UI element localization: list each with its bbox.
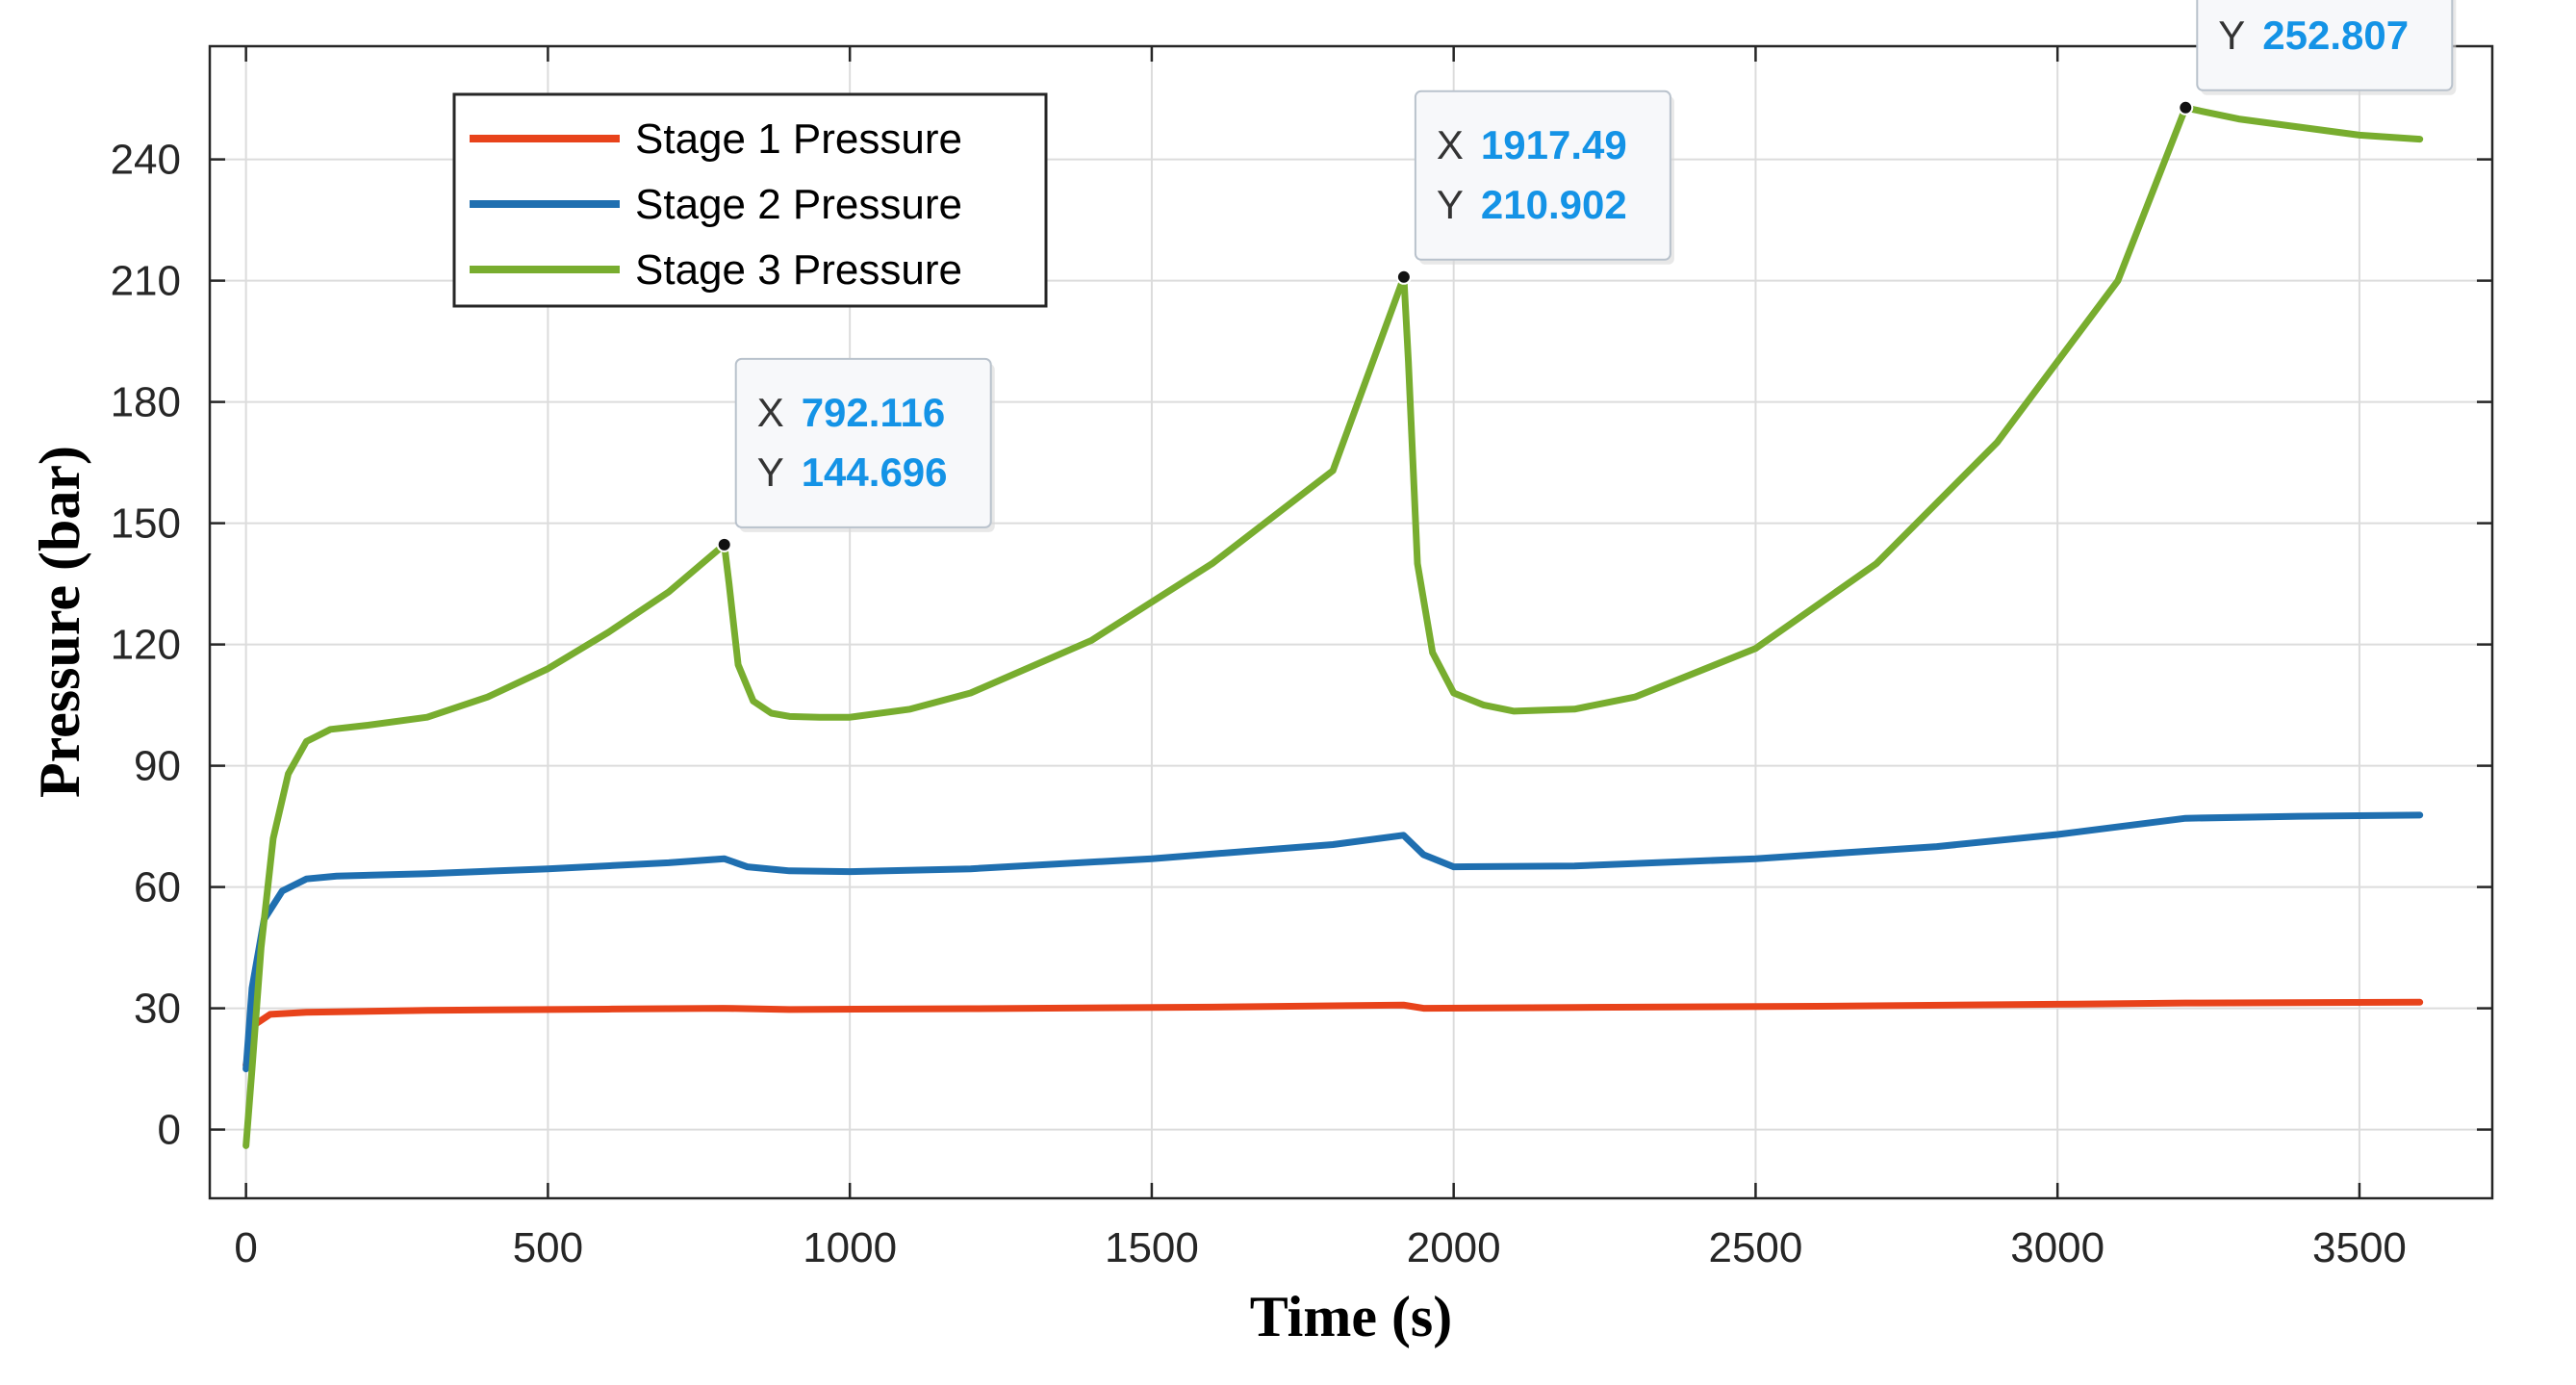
data-tip-marker [2178, 99, 2194, 115]
series-lines [242, 104, 2424, 1149]
data-tip-x-key: X [757, 390, 784, 435]
x-axis-label: Time (s) [1250, 1285, 1453, 1348]
stage-2-pressure-line [242, 811, 2424, 1073]
x-tick-label: 3500 [2312, 1224, 2407, 1271]
y-tick-label: 120 [111, 622, 181, 669]
y-tick-label: 240 [111, 137, 181, 184]
data-tip: X 792.116 Y 144.696 [716, 357, 995, 552]
data-tip: X3212.1Y252.807 [2178, 0, 2457, 115]
data-tip-y-key: Y [2218, 13, 2245, 58]
x-tick-label: 0 [234, 1224, 257, 1271]
data-tip-box [2196, 0, 2454, 91]
legend-label-stage-3-pressure: Stage 3 Pressure [635, 246, 962, 294]
data-tip-marker [716, 536, 732, 552]
x-tick-label: 1000 [803, 1224, 897, 1271]
data-tip-y-key: Y [1437, 182, 1464, 227]
data-tip: X 1917.49 Y 210.902 [1395, 90, 1674, 285]
legend-label-stage-1-pressure: Stage 1 Pressure [635, 115, 962, 163]
axis-ticks: 0 500 1000 1500 2000 2500 3000 3500 0 30 60 90 120 15… [111, 46, 2492, 1271]
x-tick-label: 3000 [2010, 1224, 2104, 1271]
x-tick-label: 2000 [1407, 1224, 1501, 1271]
data-tip-marker [1395, 269, 1412, 285]
x-tick-label: 500 [513, 1224, 583, 1271]
y-tick-label: 0 [158, 1107, 181, 1154]
y-tick-label: 210 [111, 258, 181, 305]
plot-border [208, 44, 2494, 1200]
legend-label-stage-2-pressure: Stage 2 Pressure [635, 181, 962, 228]
data-tip-y-value: 210.902 [1481, 182, 1627, 227]
data-tip-x-key: X [1437, 122, 1464, 167]
x-tick-label: 1500 [1105, 1224, 1199, 1271]
data-tip-x-value: 1917.49 [1481, 122, 1627, 167]
stage-1-pressure-line [242, 998, 2424, 1068]
data-tip-y-value: 144.696 [802, 449, 948, 495]
y-tick-label: 60 [134, 864, 181, 911]
data-tip-y-value: 252.807 [2262, 13, 2409, 58]
legend: Stage 1 Pressure Stage 2 Pressure Stage 3 … [452, 92, 1048, 308]
data-tip-box [734, 357, 992, 528]
data-tips: X792.116Y144.696X1917.49Y210.902X3212.1Y… [716, 0, 2457, 552]
x-tick-label: 2500 [1708, 1224, 1802, 1271]
y-tick-label: 90 [134, 743, 181, 790]
y-tick-label: 150 [111, 500, 181, 548]
stage-3-pressure-line [242, 104, 2424, 1149]
data-tip-x-value: 792.116 [802, 390, 946, 435]
y-axis-label: Pressure (bar) [28, 446, 91, 798]
data-tip-y-key: Y [757, 449, 784, 495]
y-tick-label: 30 [134, 986, 181, 1033]
y-tick-label: 180 [111, 379, 181, 426]
data-tip-box [1414, 90, 1671, 261]
